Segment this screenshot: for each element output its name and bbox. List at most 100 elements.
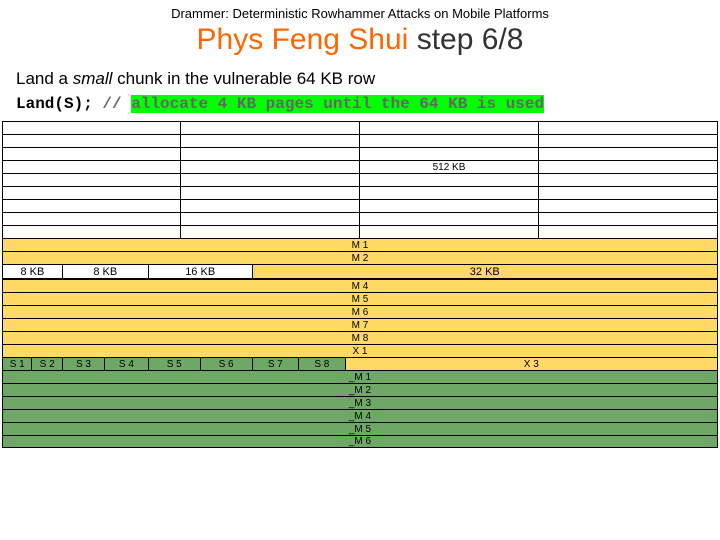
subtitle-suffix: chunk in the vulnerable 64 KB row [112,69,375,88]
memory-diagram: 512 KBM 1M 28 KB8 KB16 KB32 KBM 4M 5M 6M… [0,117,720,448]
code-slash: // [102,95,131,113]
main-title: Phys Feng Shui step 6/8 [0,21,720,65]
m-mid-row: M 5 [2,292,718,305]
block-cell [181,122,360,134]
s-cell-S4: S 4 [105,358,149,370]
m-row: M 6 [2,306,718,318]
big-block-row [2,147,718,160]
block-cell [539,161,718,173]
s-row: S 1S 2S 3S 4S 5S 6S 7S 8X 3 [2,357,718,370]
s-cell-X3: X 3 [346,358,718,370]
block-cell [2,122,181,134]
big-block-row [2,173,718,186]
block-cell [539,174,718,186]
m-bot-row: _M 2 [2,383,718,396]
s-cell-S3: S 3 [63,358,105,370]
code-comment: // allocate 4 KB pages until the 64 KB i… [102,95,544,113]
m-bot-row: _M 1 [2,370,718,383]
big-block-row [2,225,718,238]
block-512kb-label: 512 KB [360,161,539,173]
m-row: M 4 [2,280,718,292]
title-phys: Phys Feng Shui [197,23,409,56]
block-cell [539,226,718,238]
m-bot-row: _M 6 [2,435,718,448]
subtitle: Land a small chunk in the vulnerable 64 … [0,65,720,95]
block-cell [2,187,181,199]
chunk-row: 8 KB8 KB16 KB32 KB [2,264,718,279]
m-mid-row: M 4 [2,279,718,292]
s-cell-S7: S 7 [253,358,300,370]
block-cell [360,135,539,147]
block-cell [181,200,360,212]
block-cell [2,135,181,147]
block-cell [181,161,360,173]
m-row: X 1 [2,345,718,357]
block-cell [539,135,718,147]
m-bot-row: _M 5 [2,422,718,435]
chunk-32KB: 32 KB [253,265,718,278]
s-cell-S6: S 6 [201,358,253,370]
m-bot-row: _M 4 [2,409,718,422]
block-cell [2,148,181,160]
m-bot-row: _M 3 [2,397,718,409]
s-cell-S2: S 2 [32,358,62,370]
chunk-16KB: 16 KB [149,265,253,278]
code-line: Land(S); // allocate 4 KB pages until th… [0,95,720,117]
m-mid-row: M 6 [2,305,718,318]
code-highlight: allocate 4 KB pages until the 64 KB is u… [131,95,544,113]
chunk-8KB: 8 KB [2,265,63,278]
s-cell-S8: S 8 [299,358,346,370]
m-top-row: M 1 [2,238,718,251]
m-row: M 7 [2,319,718,331]
title-step: step 6/8 [417,23,524,56]
block-cell [360,148,539,160]
m-row: M 2 [2,252,718,264]
block-cell [360,213,539,225]
block-cell [360,187,539,199]
block-cell [360,174,539,186]
block-cell [2,200,181,212]
m-row: M 5 [2,293,718,305]
block-cell [2,161,181,173]
block-cell [360,122,539,134]
m-top-row: M 2 [2,251,718,264]
m-bot-row: _M 5 [2,423,718,435]
block-cell [181,174,360,186]
block-cell [181,187,360,199]
m-row: M 8 [2,332,718,344]
block-cell [181,226,360,238]
m-mid-row: M 7 [2,318,718,331]
block-cell [360,200,539,212]
big-block-row [2,134,718,147]
m-bot-row: _M 6 [2,436,718,447]
big-block-row [2,121,718,134]
block-cell [539,187,718,199]
subtitle-prefix: Land a [16,69,73,88]
header-title: Drammer: Deterministic Rowhammer Attacks… [0,0,720,21]
m-bot-row: _M 1 [2,371,718,383]
m-bot-row: _M 2 [2,384,718,396]
chunk-8KB: 8 KB [63,265,149,278]
m-mid-row: M 8 [2,331,718,344]
block-cell [2,213,181,225]
block-cell [2,226,181,238]
block-cell [181,213,360,225]
s-cell-S1: S 1 [2,358,32,370]
block-cell [2,174,181,186]
s-cell-S5: S 5 [149,358,201,370]
big-block-row [2,199,718,212]
block-cell [539,200,718,212]
block-cell [360,226,539,238]
big-block-row [2,186,718,199]
m-mid-row: X 1 [2,344,718,357]
big-block-row [2,212,718,225]
code-call: Land(S); [16,95,102,113]
m-bot-row: _M 4 [2,410,718,422]
m-bot-row: _M 3 [2,396,718,409]
block-cell [539,148,718,160]
m-row: M 1 [2,239,718,251]
big-block-row: 512 KB [2,160,718,173]
block-cell [539,122,718,134]
block-cell [181,135,360,147]
block-cell [181,148,360,160]
